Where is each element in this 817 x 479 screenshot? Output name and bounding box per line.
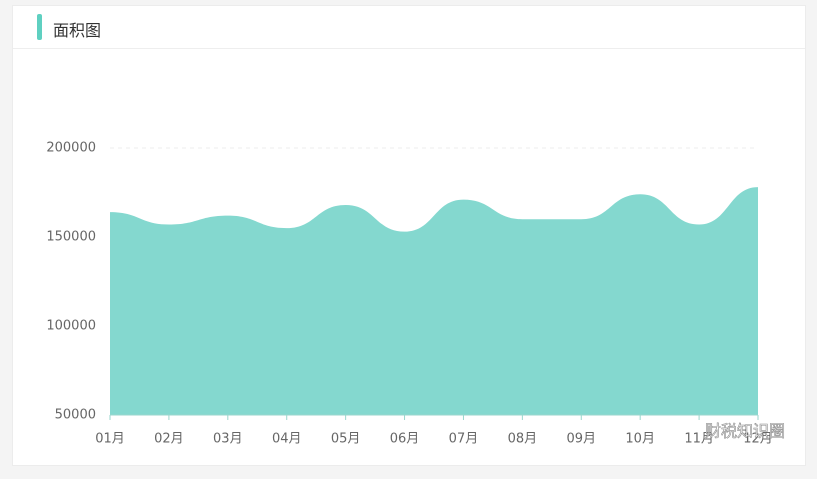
y-tick-label: 50000 (55, 408, 96, 423)
x-tick-label: 09月 (566, 432, 596, 447)
chart-title: 面积图 (53, 21, 102, 40)
x-tick-label: 12月 (743, 432, 773, 447)
x-tick-label: 04月 (272, 432, 302, 447)
accent-bar (37, 14, 42, 40)
x-tick-label: 02月 (154, 432, 184, 447)
y-tick-label: 150000 (46, 230, 96, 245)
x-tick-label: 06月 (390, 432, 420, 447)
x-tick-label: 10月 (625, 432, 655, 447)
x-tick-label: 01月 (95, 432, 125, 447)
x-tick-label: 07月 (449, 432, 479, 447)
x-tick-label: 05月 (331, 432, 361, 447)
watermark: 财税知识圈 (705, 422, 785, 441)
x-tick-label: 08月 (508, 432, 538, 447)
x-tick-label: 03月 (213, 432, 243, 447)
card-header: 面积图 (13, 6, 805, 49)
y-tick-label: 100000 (46, 319, 96, 334)
x-tick-label: 11月 (684, 432, 714, 447)
y-tick-label: 200000 (46, 141, 96, 156)
area (110, 187, 758, 415)
